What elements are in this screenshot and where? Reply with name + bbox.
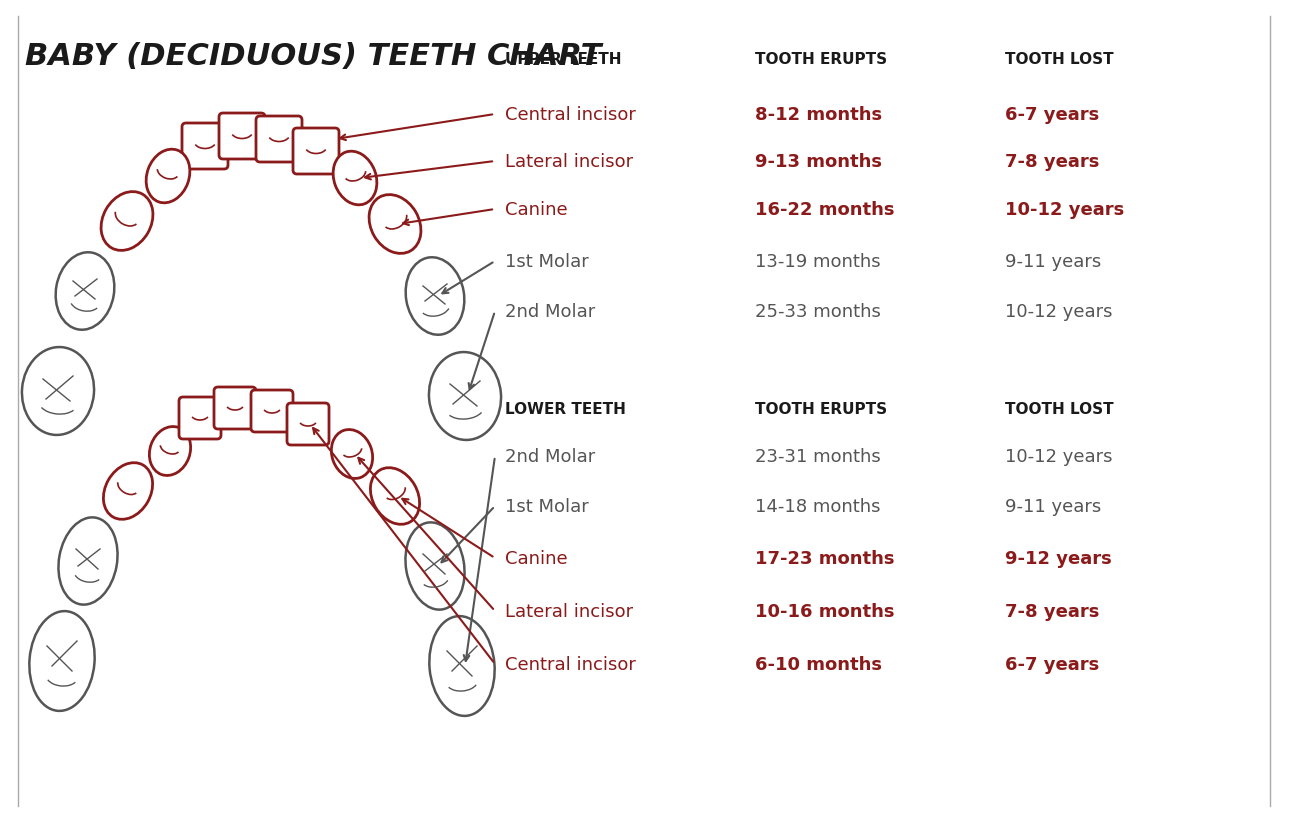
Text: TOOTH ERUPTS: TOOTH ERUPTS: [755, 52, 887, 67]
Text: Central incisor: Central incisor: [504, 106, 636, 124]
Text: 6-7 years: 6-7 years: [1005, 106, 1100, 124]
Ellipse shape: [406, 522, 464, 610]
Ellipse shape: [369, 196, 421, 254]
Text: 2nd Molar: 2nd Molar: [504, 303, 595, 321]
Text: 10-16 months: 10-16 months: [755, 602, 894, 620]
Text: 6-7 years: 6-7 years: [1005, 655, 1100, 673]
Text: 25-33 months: 25-33 months: [755, 303, 881, 321]
Text: 16-22 months: 16-22 months: [755, 201, 894, 219]
Text: TOOTH LOST: TOOTH LOST: [1005, 401, 1114, 416]
Text: LOWER TEETH: LOWER TEETH: [504, 401, 625, 416]
Text: 10-12 years: 10-12 years: [1005, 447, 1113, 466]
Text: 17-23 months: 17-23 months: [755, 549, 894, 568]
Ellipse shape: [146, 150, 190, 204]
Ellipse shape: [56, 253, 114, 330]
Ellipse shape: [370, 468, 420, 525]
Text: 9-13 months: 9-13 months: [755, 153, 881, 171]
FancyBboxPatch shape: [256, 117, 302, 163]
Text: 9-12 years: 9-12 years: [1005, 549, 1112, 568]
Text: BABY (DECIDUOUS) TEETH CHART: BABY (DECIDUOUS) TEETH CHART: [25, 42, 602, 71]
FancyBboxPatch shape: [182, 124, 228, 170]
Text: 1st Molar: 1st Molar: [504, 252, 589, 271]
Ellipse shape: [30, 611, 95, 711]
Ellipse shape: [104, 463, 152, 520]
Ellipse shape: [150, 427, 191, 476]
Text: 10-12 years: 10-12 years: [1005, 303, 1113, 321]
Text: 1st Molar: 1st Molar: [504, 497, 589, 515]
Text: 23-31 months: 23-31 months: [755, 447, 881, 466]
Text: Canine: Canine: [504, 201, 568, 219]
Text: 14-18 months: 14-18 months: [755, 497, 880, 515]
Ellipse shape: [101, 192, 153, 251]
FancyBboxPatch shape: [251, 390, 292, 432]
FancyBboxPatch shape: [287, 404, 329, 446]
Ellipse shape: [406, 258, 464, 335]
FancyBboxPatch shape: [179, 398, 221, 440]
Text: Lateral incisor: Lateral incisor: [504, 153, 633, 171]
Text: 7-8 years: 7-8 years: [1005, 153, 1100, 171]
Text: TOOTH ERUPTS: TOOTH ERUPTS: [755, 401, 887, 416]
FancyBboxPatch shape: [214, 388, 256, 430]
Text: 6-10 months: 6-10 months: [755, 655, 881, 673]
Ellipse shape: [58, 517, 117, 605]
Ellipse shape: [332, 430, 373, 479]
Ellipse shape: [429, 616, 495, 716]
Text: 13-19 months: 13-19 months: [755, 252, 880, 271]
Text: 10-12 years: 10-12 years: [1005, 201, 1124, 219]
Ellipse shape: [429, 353, 500, 441]
FancyBboxPatch shape: [218, 114, 265, 160]
Text: Central incisor: Central incisor: [504, 655, 636, 673]
Text: 7-8 years: 7-8 years: [1005, 602, 1100, 620]
Text: UPPER TEETH: UPPER TEETH: [504, 52, 621, 67]
Text: Canine: Canine: [504, 549, 568, 568]
Text: 2nd Molar: 2nd Molar: [504, 447, 595, 466]
Ellipse shape: [22, 348, 94, 436]
Ellipse shape: [333, 152, 377, 206]
Text: TOOTH LOST: TOOTH LOST: [1005, 52, 1114, 67]
Text: 8-12 months: 8-12 months: [755, 106, 883, 124]
Text: 9-11 years: 9-11 years: [1005, 252, 1101, 271]
FancyBboxPatch shape: [292, 129, 339, 175]
Text: 9-11 years: 9-11 years: [1005, 497, 1101, 515]
Text: Lateral incisor: Lateral incisor: [504, 602, 633, 620]
